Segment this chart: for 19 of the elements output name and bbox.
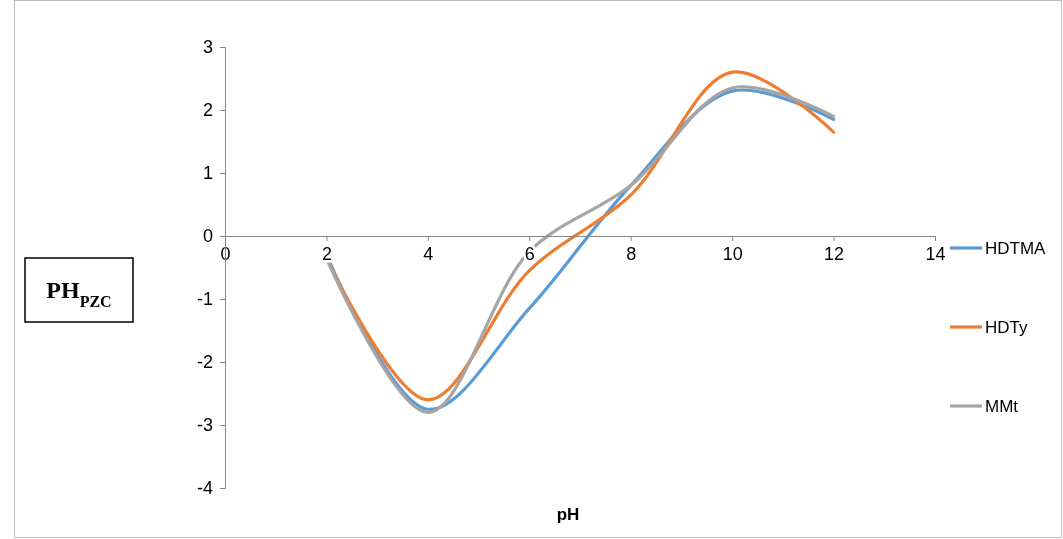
x-tick-label: 6 (524, 244, 535, 265)
y-axis-title: PH$_{PZC}$ (46, 277, 112, 310)
y-tick-label: -1 (196, 289, 213, 310)
y-tick-label: 0 (202, 226, 213, 247)
x-tick-label: 12 (824, 244, 845, 265)
x-tick-label: 4 (423, 244, 434, 265)
y-tick-label: 3 (202, 37, 213, 58)
legend-label: HDTy (985, 318, 1028, 337)
y-tick-label: 1 (202, 163, 213, 184)
legend-label: MMt (985, 397, 1019, 416)
y-tick-label: -4 (196, 478, 213, 499)
x-tick-label: 8 (626, 244, 637, 265)
x-axis-title: pH (556, 505, 580, 524)
y-tick-label: 2 (202, 100, 213, 121)
x-tick-label: 10 (722, 244, 743, 265)
y-tick-label: -3 (196, 415, 213, 436)
x-tick-label: 14 (925, 244, 946, 265)
legend-label: HDTMA (985, 239, 1047, 258)
y-tick-label: -2 (196, 352, 213, 373)
